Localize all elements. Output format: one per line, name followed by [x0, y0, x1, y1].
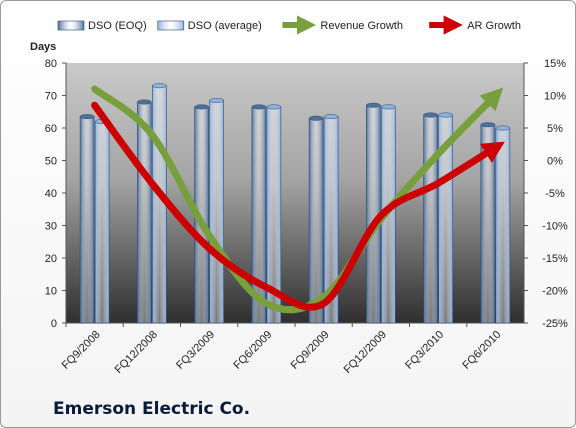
legend-swatch	[157, 20, 185, 31]
x-tick-label: FQ3/2009	[174, 329, 217, 372]
bar-cap	[480, 122, 496, 128]
left-tick-label: 30	[45, 221, 57, 233]
bar	[94, 121, 110, 324]
bar-cap	[194, 104, 209, 110]
series-line	[91, 101, 505, 311]
bar-cap	[366, 102, 381, 108]
x-tick-label: FQ3/2010	[403, 329, 446, 372]
left-tick-label: 60	[45, 123, 57, 135]
x-tick-label: FQ12/2008	[113, 329, 160, 376]
bar	[495, 127, 511, 324]
bar-cap	[438, 112, 453, 118]
bar-cap	[323, 114, 339, 120]
right-tick-label: -5%	[545, 188, 565, 200]
left-tick-label: 80	[45, 58, 57, 70]
bar-cap	[266, 104, 282, 110]
right-tick-label: -20%	[542, 286, 568, 298]
right-tick-label: 15%	[544, 58, 566, 70]
left-tick-label: 10	[45, 286, 57, 298]
bar	[308, 117, 324, 324]
left-tick-label: 70	[45, 91, 57, 103]
legend-label: DSO (average)	[188, 20, 262, 32]
left-tick-label: 40	[45, 188, 57, 200]
right-tick-label: 5%	[547, 123, 563, 135]
x-tick-label: FQ9/2008	[60, 329, 103, 372]
legend-label: DSO (EOQ)	[88, 20, 147, 32]
right-tick-label: -10%	[542, 221, 568, 233]
x-tick-label: FQ6/2010	[460, 329, 503, 372]
right-tick-label: -25%	[542, 318, 568, 330]
left-tick-label: 0	[51, 318, 57, 330]
bar	[152, 85, 167, 324]
legend-label: AR Growth	[467, 20, 521, 32]
right-tick-label: 10%	[544, 91, 566, 103]
x-tick-label: FQ6/2009	[231, 329, 274, 372]
bar-cap	[381, 104, 396, 110]
bar-cap	[423, 112, 438, 118]
x-tick-label: FQ12/2009	[342, 329, 389, 376]
bar-cap	[209, 97, 224, 103]
series-line	[91, 85, 504, 314]
bar	[79, 116, 95, 324]
bar-cap	[251, 104, 267, 110]
bar-cap	[152, 83, 167, 89]
bar-cap	[495, 125, 511, 131]
x-tick-label: FQ9/2009	[289, 329, 332, 372]
y-axis-title: Days	[30, 41, 56, 53]
company-name: Emerson Electric Co.	[53, 399, 251, 419]
right-tick-label: 0%	[547, 156, 563, 168]
left-tick-label: 50	[45, 156, 57, 168]
plot-area	[66, 63, 524, 323]
legend-swatch	[57, 20, 85, 31]
bar	[209, 100, 224, 324]
bar	[423, 114, 438, 324]
bar-cap	[137, 99, 152, 105]
left-tick-label: 20	[45, 253, 57, 265]
bar-cap	[308, 115, 324, 121]
legend-label: Revenue Growth	[320, 20, 403, 32]
right-tick-label: -15%	[542, 253, 568, 265]
bar-cap	[79, 114, 95, 120]
